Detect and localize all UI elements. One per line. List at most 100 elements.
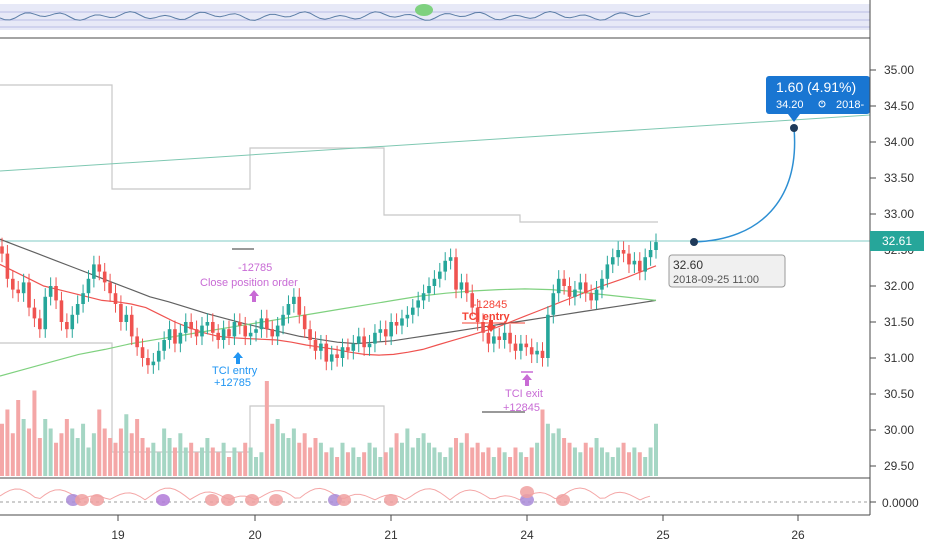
candle-body [65,322,69,330]
time-axis[interactable]: 19 20 21 24 25 26 [111,515,805,542]
candle-body [210,322,215,333]
candle-body [319,343,323,351]
forecast-from-time: 2018-09-25 11:00 [673,274,759,286]
volume-bar [129,433,134,476]
volume-bar [562,438,567,476]
volume-bar [32,390,37,476]
forecast-end-point[interactable] [790,124,798,132]
volume-bar [64,419,69,476]
volume-bar [232,447,237,476]
volume-bar [156,452,161,476]
candle-body [535,350,539,355]
volume-bar [589,447,594,476]
volume-bar [318,442,323,476]
candle-body [654,242,658,250]
candle-body [605,264,610,279]
price-tick-label: 30.50 [884,387,914,401]
bottom-oscillator-pane[interactable] [0,486,870,516]
candle-body [508,332,512,344]
candle-body [43,296,48,330]
candle-body [302,314,307,330]
annotation-close-2-text: TCI exit [505,388,543,400]
volume-bar [508,457,513,476]
sell-arrow-icon [486,320,496,332]
candle-body [54,286,58,301]
volume-bar [637,452,642,476]
volume-bar [275,419,280,476]
volume-bar [578,452,583,476]
volume-bar [648,447,653,476]
price-axis[interactable]: 35.0034.5034.0033.5033.0032.5032.0031.50… [869,0,924,515]
oscillator-dot [221,494,235,506]
volume-bar [81,423,86,476]
candle-body [589,293,593,301]
current-price-badge [870,231,924,251]
volume-bar [264,381,269,476]
volume-bar [410,447,415,476]
trend-channel-line[interactable] [0,114,871,172]
candle-body [578,282,583,290]
oscillator-dot [75,494,89,506]
volume-bar [75,438,80,476]
annotation-sell-1-value: -12785 [238,262,272,274]
candle-body [313,340,318,351]
candle-body [75,304,80,315]
forecast-start-point[interactable] [690,238,698,246]
volume-bar [27,428,32,476]
volume-bar [421,433,426,476]
oscillator-dot [90,494,104,506]
candle-body [416,300,420,308]
oscillator-dot [337,494,351,506]
candle-body [81,293,85,304]
volume-bar [545,423,550,476]
candle-body [600,278,604,290]
candle-body [481,322,485,333]
volume-bar [243,442,248,476]
volume-bar [448,447,453,476]
volume-bar [432,447,437,476]
candle-body [97,264,102,272]
candles [0,233,658,374]
candle-body [529,347,534,355]
volume-bar [118,428,123,476]
price-pane[interactable]: 32.60 2018-09-25 11:00 1.60 (4.91%) 34.2… [0,76,871,479]
forecast-change: 1.60 (4.91%) [776,79,856,95]
candle-body [183,322,188,333]
volume-bar [37,438,42,476]
volume-bar [324,452,329,476]
annotation-close-2-value: +12845 [503,402,540,414]
forecast-curve[interactable] [693,127,796,243]
forecast-start-label: 32.60 2018-09-25 11:00 [668,254,786,288]
candle-body [573,289,577,297]
volume-bar [194,452,199,476]
candle-body [562,278,566,286]
volume-bar [437,452,442,476]
price-tick-label: 32.00 [884,279,914,293]
candle-body [281,314,285,326]
candle-body [556,278,561,294]
oscillator-dot [384,494,398,506]
candle-body [92,264,96,279]
candle-body [0,246,4,254]
candle-body [621,250,626,254]
candle-body [216,332,220,340]
step-line-path [0,84,658,223]
oscillator-dot [556,494,570,506]
candle-body [227,329,231,337]
volume-bar [654,423,658,476]
volume-bar [178,433,183,476]
volume-bar [356,457,361,476]
candle-body [438,271,442,279]
candle-body [16,289,21,294]
volume-bar [113,442,118,476]
candle-body [205,322,210,326]
ma-long-line [0,288,657,377]
volume-bar [626,452,631,476]
price-tick-label: 33.50 [884,171,914,185]
candle-body [502,332,507,340]
candle-body [32,307,37,319]
trade-signals [232,248,533,413]
volume-bar [362,452,367,476]
